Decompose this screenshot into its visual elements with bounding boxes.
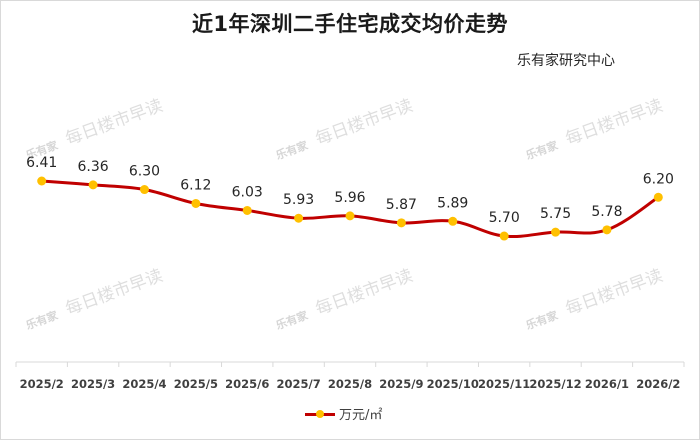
data-label: 6.41 — [26, 155, 57, 171]
data-label: 5.70 — [489, 210, 520, 226]
data-label: 6.36 — [77, 159, 108, 175]
data-point-marker — [294, 213, 304, 223]
data-label: 5.93 — [283, 192, 314, 208]
data-label: 5.89 — [437, 195, 468, 211]
x-tick-label: 2025/4 — [122, 377, 166, 391]
chart-title: 近1年深圳二手住宅成交均价走势 — [191, 12, 509, 36]
legend-line-marker-icon — [305, 408, 335, 420]
data-label: 6.03 — [232, 184, 263, 200]
data-markers — [37, 176, 663, 241]
legend: 万元/㎡ — [305, 404, 382, 423]
data-label: 6.12 — [180, 177, 211, 193]
data-point-marker — [653, 192, 663, 202]
x-tick-label: 2025/11 — [478, 377, 530, 391]
data-point-marker — [88, 180, 98, 190]
data-point-marker — [345, 211, 355, 221]
x-tick-label: 2025/10 — [427, 377, 479, 391]
data-label: 6.20 — [643, 171, 674, 187]
x-tick-label: 2025/5 — [174, 377, 218, 391]
x-tick-label: 2025/12 — [529, 377, 581, 391]
source-label: 乐有家研究中心 — [517, 53, 615, 69]
data-point-marker — [191, 198, 201, 208]
legend-label: 万元/㎡ — [339, 408, 383, 423]
x-axis — [15, 361, 685, 367]
data-label: 6.30 — [129, 164, 160, 180]
x-tick-label: 2025/8 — [328, 377, 372, 391]
x-tick-label: 2025/3 — [71, 377, 115, 391]
data-point-marker — [499, 231, 509, 241]
data-point-marker — [551, 227, 561, 237]
data-point-marker — [396, 218, 406, 228]
data-point-marker — [139, 185, 149, 195]
x-tick-label: 2025/7 — [277, 377, 321, 391]
x-tick-labels: 2025/2 2025/3 2025/4 2025/5 2025/6 2025/7 2025… — [20, 377, 681, 391]
x-tick-label: 2026/2 — [636, 377, 680, 391]
data-label: 5.96 — [334, 190, 365, 206]
data-point-marker — [242, 205, 252, 215]
data-point-marker — [37, 176, 47, 186]
data-point-marker — [448, 216, 458, 226]
x-tick-label: 2025/6 — [225, 377, 269, 391]
x-tick-label: 2025/9 — [379, 377, 423, 391]
data-point-marker — [602, 225, 612, 235]
data-label: 5.78 — [591, 204, 622, 220]
data-label: 5.75 — [540, 206, 571, 222]
x-tick-label: 2025/2 — [20, 377, 64, 391]
data-labels: 6.41 6.36 6.30 6.12 6.03 5.93 5.96 5.87 5.89 5.70… — [26, 155, 674, 226]
data-label: 5.87 — [386, 197, 417, 213]
x-tick-label: 2026/1 — [585, 377, 629, 391]
